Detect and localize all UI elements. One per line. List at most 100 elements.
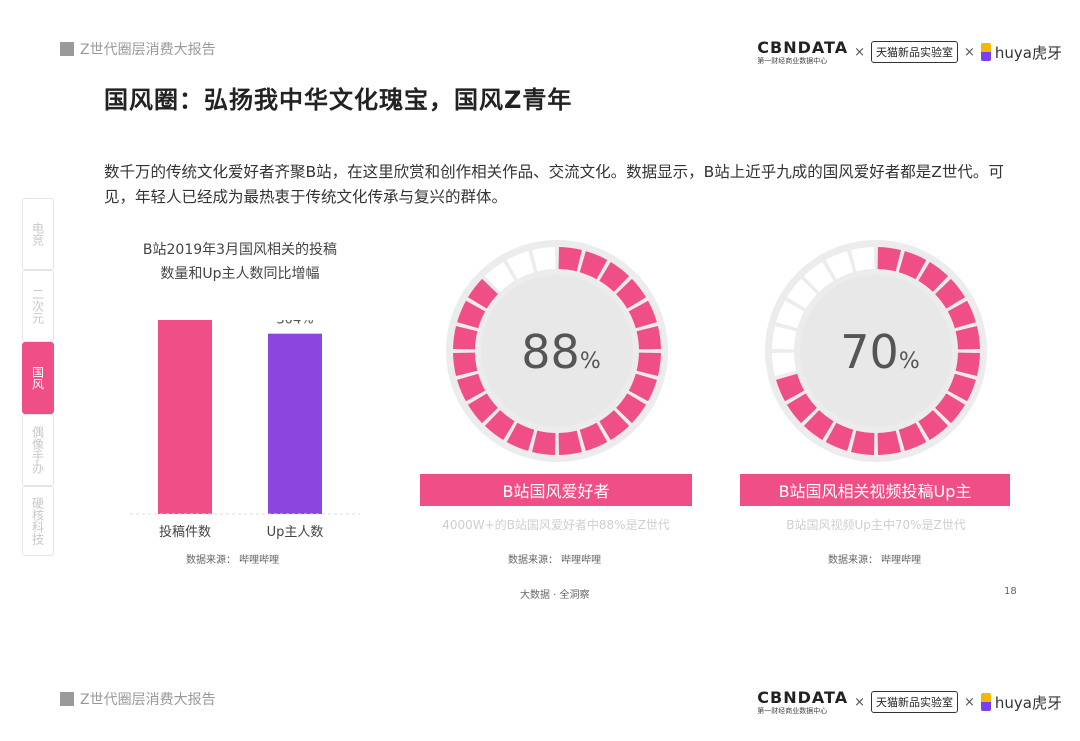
side-tab-guofeng[interactable]: 国风 [22, 342, 54, 414]
page-number: 18 [1004, 586, 1017, 597]
donut-segment-filled [558, 430, 582, 455]
donut-percent-label: 70% [840, 325, 919, 379]
donut-segment-empty [532, 247, 556, 272]
donut-segment-filled [955, 326, 980, 350]
donut-segment-filled [467, 278, 498, 309]
donut-segment-empty [825, 251, 854, 280]
donut-segment-filled [877, 430, 901, 455]
donut-center [481, 275, 633, 427]
bar-category-label: 投稿件数 [159, 524, 211, 540]
times-sign: × [964, 694, 975, 710]
donut-segment-filled [898, 251, 927, 280]
side-tab-esports[interactable]: 电竞 [22, 198, 54, 270]
donut-segment-filled [955, 352, 980, 376]
times-sign: × [964, 44, 975, 60]
bar-value-label: 304% [276, 320, 313, 328]
donut-segment-filled [579, 251, 608, 280]
donut-chart-uploaders: 70% [765, 240, 987, 462]
donut-segment-filled [947, 373, 976, 402]
donut-segment-filled [825, 422, 854, 451]
donut-segment-empty [484, 261, 515, 292]
donut-segment-filled [579, 422, 608, 451]
donut-segment-filled [636, 352, 661, 376]
donut-segment-filled [628, 300, 657, 329]
donut-segment-empty [803, 261, 834, 292]
donut-segment-filled [453, 352, 478, 376]
donut-segment-filled [776, 373, 805, 402]
bar-chart-title: B站2019年3月国风相关的投稿 数量和Up主人数同比增幅 [120, 238, 360, 286]
donut-segment-filled [786, 393, 817, 424]
donut-segment-filled [851, 430, 875, 455]
donut-segment-filled [877, 247, 901, 272]
report-name: Z世代圈层消费大报告 [80, 42, 216, 58]
donut-segment-filled [453, 326, 478, 350]
times-sign: × [854, 694, 865, 710]
donut-segment-filled [918, 410, 949, 441]
report-name: Z世代圈层消费大报告 [80, 692, 216, 708]
huya-mark-icon [980, 693, 991, 711]
bar-chart-title-line1: B站2019年3月国风相关的投稿 [142, 242, 338, 258]
bar-0 [158, 320, 212, 514]
donut-note-fans: 4000W+的B站国风爱好者中88%是Z世代 [442, 518, 670, 532]
cbndata-logo: CBNDATA 第一财经商业数据中心 [757, 687, 849, 715]
donut-segment-filled [616, 393, 647, 424]
donut-segment-filled [898, 422, 927, 451]
donut-center [800, 275, 952, 427]
side-tab-acg[interactable]: 二次元 [22, 270, 54, 342]
donut-segment-filled [803, 410, 834, 441]
intro-paragraph: 数千万的传统文化爱好者齐聚B站，在这里欣赏和创作相关作品、交流文化。数据显示，B… [104, 163, 1004, 206]
partner-logos: CBNDATA 第一财经商业数据中心 × 天猫新品实验室 × huya虎牙 [757, 36, 1062, 68]
donut-segment-filled [599, 410, 630, 441]
bar-chart-source: 数据来源： 哔哩哔哩 [186, 555, 280, 566]
donut-segment-filled [636, 326, 661, 350]
partner-logos-next: CBNDATA 第一财经商业数据中心 × 天猫新品实验室 × huya虎牙 [757, 686, 1062, 718]
side-tab-idol[interactable]: 偶像手办 [22, 414, 54, 486]
donut-note-uploaders: B站国风视频Up主中70%是Z世代 [786, 518, 966, 532]
cbndata-logo: CBNDATA 第一财经商业数据中心 [757, 37, 849, 65]
donut-segment-filled [935, 393, 966, 424]
donut-segment-empty [851, 247, 875, 272]
huya-logo: huya虎牙 [980, 42, 1062, 63]
side-tabs: 电竞 二次元 国风 偶像手办 硬核科技 [22, 198, 54, 556]
header-square-icon [60, 692, 74, 706]
donut-segment-filled [457, 300, 486, 329]
donut-segment-empty [772, 326, 797, 350]
report-header: Z世代圈层消费大报告 [60, 40, 216, 58]
times-sign: × [854, 44, 865, 60]
donut-segment-filled [467, 393, 498, 424]
bar-category-label: Up主人数 [267, 525, 324, 540]
bar-chart-title-line2: 数量和Up主人数同比增幅 [160, 266, 320, 282]
next-page-header: Z世代圈层消费大报告 [60, 690, 216, 708]
huya-logo: huya虎牙 [980, 692, 1062, 713]
donut-segment-filled [532, 430, 556, 455]
tmall-logo: 天猫新品实验室 [871, 41, 958, 63]
donut-percent-label: 88% [521, 325, 600, 379]
donut-segment-filled [616, 278, 647, 309]
donut-segment-filled [506, 422, 535, 451]
bar-1 [268, 333, 322, 514]
donut-segment-filled [935, 278, 966, 309]
donut-segment-filled [457, 373, 486, 402]
donut-chart-fans: 88% [446, 240, 668, 462]
donut-segment-filled [599, 261, 630, 292]
side-tab-tech[interactable]: 硬核科技 [22, 486, 54, 556]
donut-segment-filled [558, 247, 582, 272]
donut-segment-empty [772, 352, 797, 376]
page-title: 国风圈：弘扬我中华文化瑰宝，国风Z青年 [104, 86, 573, 114]
tmall-logo: 天猫新品实验室 [871, 691, 958, 713]
donut-label-uploaders: B站国风相关视频投稿Up主 [740, 474, 1010, 506]
donut-segment-filled [628, 373, 657, 402]
donut-source-fans: 数据来源： 哔哩哔哩 [508, 555, 602, 566]
footer-tagline: 大数据 · 全洞察 [520, 590, 590, 601]
donut-source-uploaders: 数据来源： 哔哩哔哩 [828, 555, 922, 566]
donut-segment-filled [947, 300, 976, 329]
donut-segment-filled [918, 261, 949, 292]
donut-segment-empty [506, 251, 535, 280]
donut-label-fans: B站国风爱好者 [420, 474, 692, 506]
header-square-icon [60, 42, 74, 56]
donut-segment-filled [484, 410, 515, 441]
huya-mark-icon [980, 43, 991, 61]
donut-segment-empty [776, 300, 805, 329]
donut-segment-empty [786, 278, 817, 309]
